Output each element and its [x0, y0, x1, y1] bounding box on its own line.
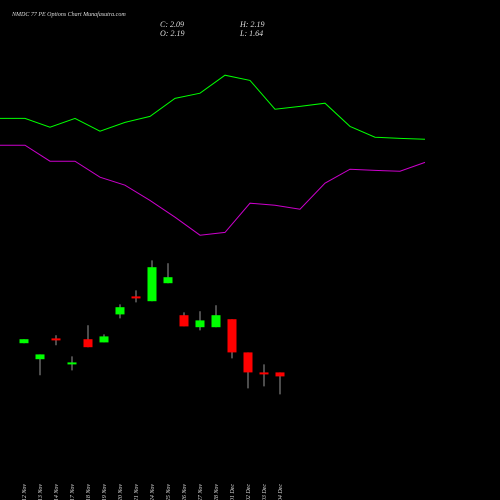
- candle-body: [83, 339, 93, 348]
- candle-body: [195, 320, 205, 328]
- indicator-line: [0, 144, 426, 236]
- candle-body: [243, 352, 253, 373]
- ohlc-label: H: 2.19: [239, 20, 264, 29]
- x-tick-label: 04 Dec: [277, 484, 284, 500]
- candle-body: [67, 362, 77, 365]
- candle-body: [275, 372, 285, 377]
- x-tick-label: 13 Nov: [38, 484, 44, 500]
- candle-body: [115, 307, 125, 315]
- x-tick-label: 26 Nov: [182, 484, 188, 500]
- candle-body: [147, 267, 157, 302]
- ohlc-label: L: 1.64: [239, 29, 263, 38]
- x-tick-label: 01 Dec: [230, 484, 236, 500]
- candle-body: [163, 277, 173, 284]
- x-tick-label: 25 Nov: [166, 484, 172, 500]
- x-tick-label: 02 Dec: [246, 484, 252, 500]
- candle-body: [51, 338, 61, 341]
- x-tick-label: 28 Nov: [214, 484, 220, 500]
- x-tick-label: 03 Dec: [262, 484, 268, 500]
- indicator-line: [0, 74, 426, 140]
- candle-body: [99, 336, 109, 343]
- x-tick-label: 18 Nov: [86, 484, 92, 500]
- candle-body: [179, 315, 189, 327]
- ohlc-label: C: 2.09: [160, 20, 184, 29]
- x-tick-label: 27 Nov: [198, 484, 204, 500]
- candle-body: [211, 315, 221, 328]
- candle-body: [35, 354, 45, 360]
- x-tick-label: 20 Nov: [118, 484, 124, 500]
- chart-title: NMDC 77 PE Options Chart Munafasutra.com: [11, 11, 126, 18]
- x-tick-label: 21 Nov: [134, 484, 140, 500]
- candle-body: [259, 372, 269, 375]
- ohlc-label: O: 2.19: [160, 29, 184, 38]
- candle-body: [131, 296, 141, 299]
- x-tick-label: 24 Nov: [149, 484, 156, 500]
- x-tick-label: 14 Nov: [53, 484, 60, 500]
- x-tick-label: 17 Nov: [70, 484, 76, 500]
- x-tick-label: 12 Nov: [22, 484, 28, 500]
- candle-body: [227, 319, 237, 353]
- x-tick-label: 19 Nov: [102, 484, 108, 500]
- candle-body: [19, 339, 29, 344]
